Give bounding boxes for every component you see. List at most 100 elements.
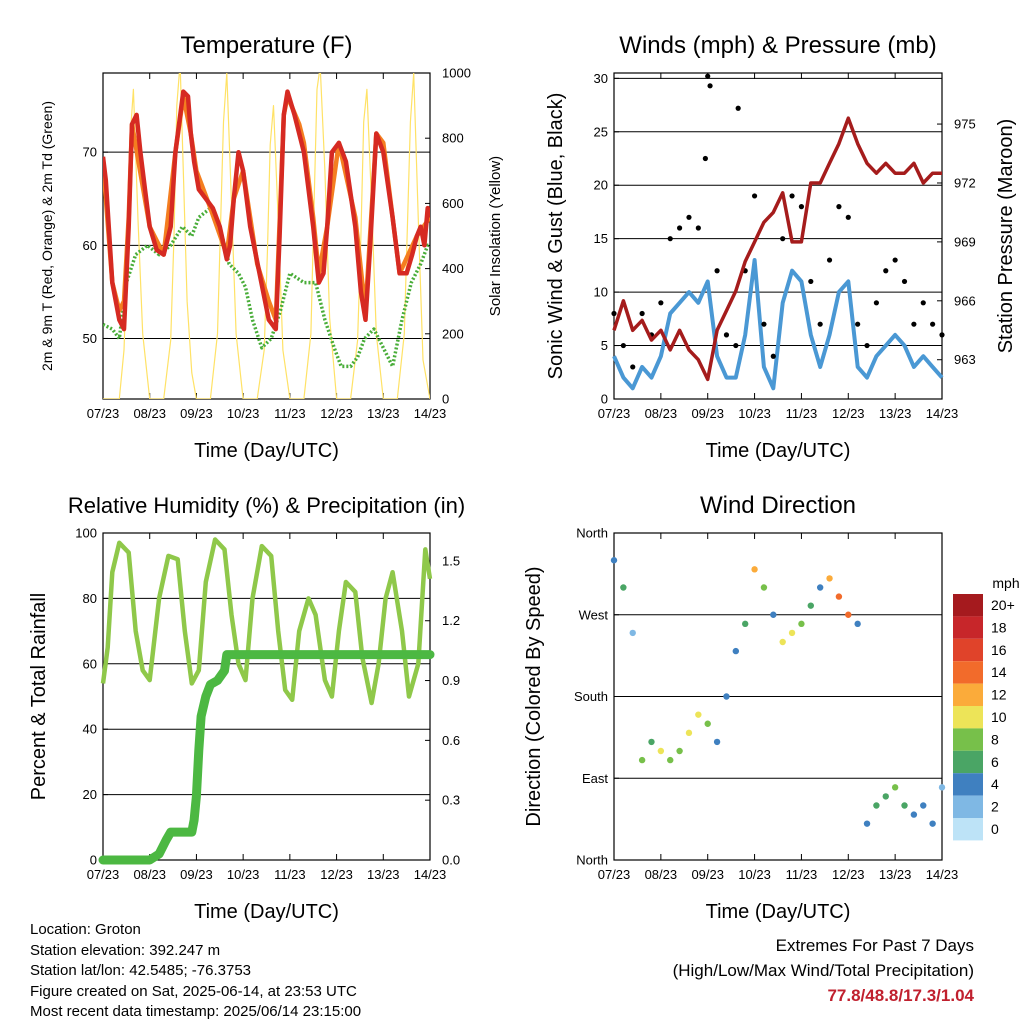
legend-swatch <box>953 706 983 729</box>
x-tick-label: 07/23 <box>598 867 631 882</box>
gust-point <box>630 364 636 370</box>
y-axis-label: Sonic Wind & Gust (Blue, Black) <box>545 93 567 380</box>
direction-point <box>807 602 814 609</box>
extremes-subtitle: (High/Low/Max Wind/Total Precipitation) <box>672 961 974 980</box>
legend-label: 16 <box>991 642 1007 658</box>
direction-point <box>723 693 730 700</box>
x-tick-label: 09/23 <box>180 406 213 421</box>
gust-point <box>780 236 786 242</box>
x-tick-label: 12/23 <box>832 406 865 421</box>
direction-point <box>779 638 786 646</box>
plot-frame <box>102 532 431 861</box>
y-tick-label: 5 <box>601 338 608 353</box>
direction-point <box>629 629 636 637</box>
legend-swatch <box>953 750 983 774</box>
x-tick-label: 07/23 <box>598 406 631 421</box>
series-9m-t <box>103 94 430 323</box>
x-axis-label: Time (Day/UTC) <box>706 901 851 923</box>
x-tick-label: 10/23 <box>738 406 771 421</box>
gust-point <box>808 278 814 285</box>
direction-point <box>676 747 683 755</box>
x-tick-label: 09/23 <box>180 867 213 882</box>
y-tick-label: South <box>574 689 608 704</box>
y2-tick-label: 972 <box>954 175 976 190</box>
y2-axis-label: Station Pressure (Maroon) <box>995 119 1017 354</box>
gust-point <box>789 193 795 199</box>
elevation-text: Station elevation: 392.247 m <box>30 941 221 959</box>
gust-point <box>939 332 945 338</box>
extremes-box: Extremes For Past 7 Days (High/Low/Max W… <box>673 933 974 1008</box>
gust-point <box>836 204 842 210</box>
y-tick-label: 50 <box>83 331 97 346</box>
y2-tick-label: 975 <box>954 117 976 132</box>
gust-point <box>770 353 776 359</box>
x-tick-label: 14/23 <box>926 406 959 421</box>
x-tick-label: 11/23 <box>786 867 818 882</box>
legend-label: 20+ <box>991 597 1015 613</box>
y2-tick-label: 600 <box>442 196 464 211</box>
x-tick-label: 11/23 <box>274 406 306 421</box>
y2-tick-label: 966 <box>954 293 976 308</box>
direction-point <box>657 747 665 755</box>
x-tick-label: 12/23 <box>832 867 865 882</box>
chart-title: Winds (mph) & Pressure (mb) <box>619 32 936 59</box>
gust-point <box>702 155 708 162</box>
y-tick-label: North <box>576 526 608 541</box>
direction-point <box>863 820 871 827</box>
x-tick-label: 09/23 <box>691 867 724 882</box>
x-tick-label: 12/23 <box>320 867 353 882</box>
gust-point <box>798 204 805 210</box>
gust-point <box>930 321 936 327</box>
x-tick-label: 14/23 <box>414 867 447 882</box>
y-tick-label: 30 <box>594 71 608 86</box>
direction-point <box>920 802 927 809</box>
y-tick-label: 0 <box>90 853 97 868</box>
chart-title: Temperature (F) <box>180 32 352 59</box>
direction-point <box>910 811 918 818</box>
direction-point <box>929 820 936 827</box>
direction-panel <box>613 532 943 861</box>
y2-tick-label: 200 <box>442 326 464 341</box>
y-tick-label: 20 <box>594 178 608 193</box>
x-tick-label: 08/23 <box>645 406 678 421</box>
y-tick-label: 80 <box>83 591 97 606</box>
location-text: Location: Groton <box>30 921 141 938</box>
direction-point <box>610 557 618 564</box>
direction-point <box>648 738 655 746</box>
direction-point <box>695 711 702 718</box>
x-tick-label: 13/23 <box>879 867 912 882</box>
x-tick-label: 10/23 <box>227 867 260 882</box>
gust-point <box>817 321 823 327</box>
gust-point <box>751 193 758 199</box>
x-tick-label: 08/23 <box>133 867 166 882</box>
x-tick-label: 10/23 <box>738 867 771 882</box>
x-tick-label: 07/23 <box>87 406 120 421</box>
plot-frame <box>102 72 431 400</box>
direction-point <box>770 611 777 618</box>
gust-point <box>883 268 889 274</box>
direction-point <box>638 756 646 764</box>
gust-point <box>735 105 741 111</box>
latlon-text: Station lat/lon: 42.5485; -76.3753 <box>30 962 252 979</box>
chart-title: Wind Direction <box>700 492 856 519</box>
x-tick-label: 14/23 <box>926 867 959 882</box>
legend-swatch <box>953 616 983 639</box>
y2-tick-label: 969 <box>954 234 976 249</box>
legend-swatch <box>953 683 983 706</box>
humidity-panel <box>102 532 431 861</box>
direction-point <box>891 784 899 791</box>
legend-label: 2 <box>991 799 999 815</box>
y-tick-label: 70 <box>83 145 97 160</box>
series-precip <box>98 650 435 865</box>
gust-point <box>611 310 617 317</box>
gust-point <box>920 300 926 306</box>
gust-point <box>892 257 898 263</box>
gust-point <box>705 73 711 79</box>
direction-point <box>713 738 721 746</box>
gust-point <box>733 342 739 349</box>
y2-tick-label: 0 <box>442 392 449 407</box>
y2-tick-label: 1.5 <box>442 553 460 568</box>
x-tick-label: 14/23 <box>414 406 447 421</box>
direction-point <box>826 575 833 582</box>
